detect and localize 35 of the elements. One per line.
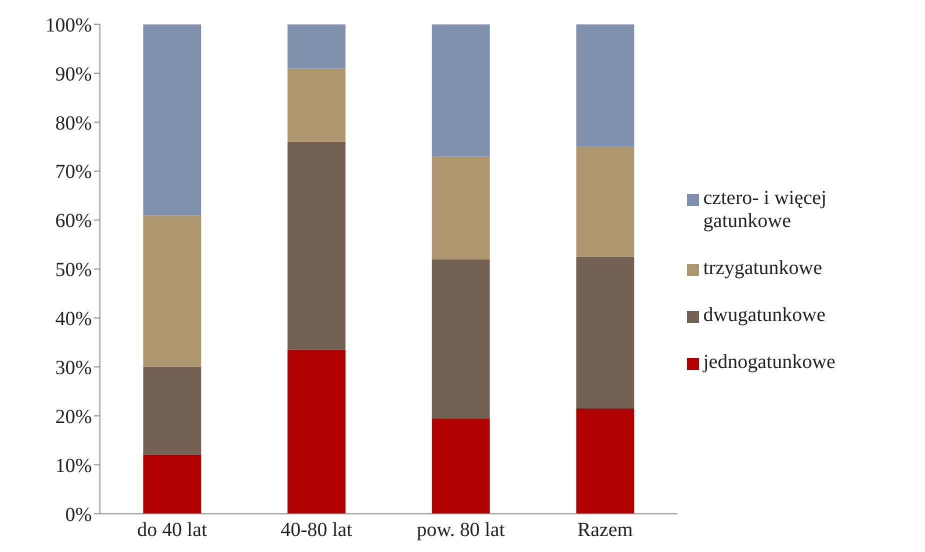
y-tick-label: 10% — [55, 454, 92, 477]
x-tick-label: 40-80 lat — [280, 518, 353, 541]
bar — [432, 24, 490, 156]
bar — [576, 408, 634, 514]
y-tick-label: 100% — [45, 14, 92, 36]
bar — [288, 68, 346, 142]
x-tick-label: pow. 80 lat — [416, 518, 506, 541]
legend-label: dwugatunkowe — [703, 304, 826, 326]
bar — [576, 256, 634, 409]
bar — [432, 259, 490, 418]
bar — [432, 156, 490, 260]
bar — [576, 146, 634, 257]
y-tick-label: 60% — [55, 210, 92, 232]
y-tick-label: 30% — [55, 356, 92, 379]
bar — [143, 455, 202, 514]
legend-label: jednogatunkowe — [703, 350, 836, 374]
y-tick-label: 0% — [65, 504, 92, 526]
bar — [432, 418, 490, 514]
x-tick-label: do 40 lat — [137, 518, 208, 541]
bar — [143, 24, 202, 216]
bar — [143, 366, 202, 456]
y-tick-label: 40% — [55, 308, 92, 330]
y-tick-label: 20% — [55, 406, 92, 428]
bar — [143, 215, 202, 367]
bar — [288, 142, 346, 350]
legend-label: cztero- i więcej gatunkowe — [703, 186, 828, 232]
legend-label: trzygatunkowe — [703, 256, 822, 280]
y-tick-label: 70% — [55, 161, 92, 184]
y-tick-label: 80% — [55, 112, 92, 134]
y-tick-label: 50% — [55, 259, 92, 282]
bar — [576, 24, 634, 147]
bar — [288, 24, 346, 68]
x-tick-label: Razem — [577, 518, 634, 541]
bar — [288, 350, 346, 514]
y-tick-label: 90% — [55, 63, 92, 86]
